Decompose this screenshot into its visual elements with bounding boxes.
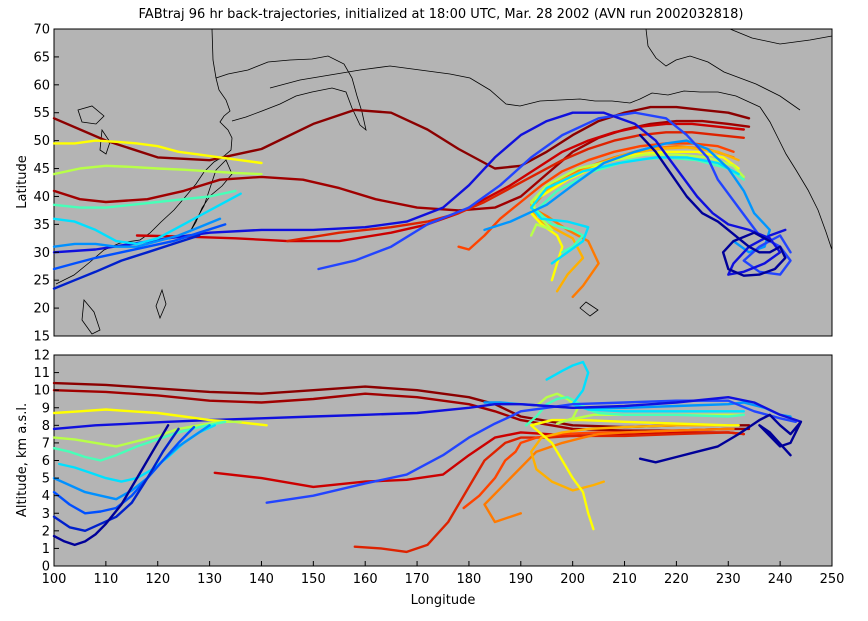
altitude-ytick-label: 12 bbox=[33, 349, 50, 364]
xtick-label: 130 bbox=[197, 572, 222, 587]
altitude-trajectory-18 bbox=[52, 420, 227, 462]
xtick-label: 200 bbox=[560, 572, 585, 587]
map-trajectory-20 bbox=[52, 189, 237, 209]
xtick-label: 220 bbox=[664, 572, 689, 587]
altitude-trajectory-11 bbox=[545, 360, 745, 413]
altitude-trajectory-8 bbox=[530, 418, 740, 531]
map-trajectory-2 bbox=[52, 119, 751, 212]
map-trajectory-17 bbox=[52, 217, 222, 248]
xtick-label: 160 bbox=[353, 572, 378, 587]
altitude-trajectory-4 bbox=[353, 431, 745, 554]
map-ytick-label: 65 bbox=[33, 50, 50, 65]
altitude-trajectory-23 bbox=[52, 424, 170, 547]
altitude-ytick-label: 8 bbox=[42, 419, 50, 434]
xtick-label: 170 bbox=[405, 572, 430, 587]
xtick-label: 180 bbox=[457, 572, 482, 587]
altitude-ytick-label: 11 bbox=[33, 366, 50, 381]
xtick-label: 110 bbox=[93, 572, 118, 587]
xtick-label: 240 bbox=[768, 572, 793, 587]
map-panel: 15 20 25 30 35 40 45 50 55 60 65 70 Latitude bbox=[15, 23, 833, 345]
map-ytick-label: 30 bbox=[33, 246, 50, 261]
longitude-axis-label: Longitude bbox=[411, 593, 476, 608]
map-ytick-label: 50 bbox=[33, 134, 50, 149]
map-trajectories bbox=[52, 105, 792, 299]
altitude-ytick-label: 3 bbox=[42, 507, 50, 522]
map-ytick-label: 45 bbox=[33, 162, 50, 177]
map-ytick-label: 20 bbox=[33, 302, 50, 317]
map-ytick-label: 60 bbox=[33, 78, 50, 93]
altitude-trajectory-7 bbox=[530, 424, 740, 492]
map-trajectory-1 bbox=[52, 105, 751, 170]
map-trajectory-5 bbox=[457, 142, 735, 251]
altitude-axis-label: Altitude, km a.s.l. bbox=[15, 403, 30, 517]
altitude-ytick-label: 10 bbox=[33, 384, 50, 399]
map-trajectory-8 bbox=[530, 150, 740, 282]
xtick-label: 100 bbox=[42, 572, 67, 587]
xtick-label: 210 bbox=[612, 572, 637, 587]
altitude-trajectory-15 bbox=[638, 413, 803, 464]
map-trajectory-22 bbox=[52, 234, 201, 290]
altitude-ytick-label: 1 bbox=[42, 542, 50, 557]
map-trajectory-14 bbox=[52, 111, 787, 276]
map-trajectory-4 bbox=[286, 131, 745, 243]
altitude-trajectory-13 bbox=[265, 399, 797, 504]
altitude-trajectory-20 bbox=[52, 424, 211, 501]
xtick-label: 120 bbox=[145, 572, 170, 587]
map-trajectory-19 bbox=[52, 164, 263, 176]
map-plot-area bbox=[53, 28, 833, 337]
altitude-ytick-label: 7 bbox=[42, 436, 50, 451]
map-ytick-label: 55 bbox=[33, 106, 50, 121]
longitude-ticks: 100 110 120 130 140 150 160 170 180 190 200 210 220 2… bbox=[42, 561, 845, 587]
altitude-trajectories bbox=[52, 360, 803, 554]
map-ytick-label: 35 bbox=[33, 218, 50, 233]
altitude-plot-area bbox=[53, 354, 833, 567]
map-trajectory-11 bbox=[530, 156, 740, 265]
altitude-ytick-label: 9 bbox=[42, 401, 50, 416]
map-trajectory-13 bbox=[317, 111, 792, 276]
altitude-trajectory-17 bbox=[52, 420, 242, 448]
altitude-trajectory-6 bbox=[483, 427, 735, 524]
xtick-label: 140 bbox=[249, 572, 274, 587]
altitude-ytick-label: 4 bbox=[42, 489, 50, 504]
map-ytick-label: 70 bbox=[33, 23, 50, 38]
map-trajectory-18 bbox=[52, 139, 263, 165]
altitude-trajectory-22 bbox=[52, 427, 180, 532]
coastlines bbox=[55, 28, 833, 335]
xtick-label: 190 bbox=[508, 572, 533, 587]
map-trajectory-21 bbox=[52, 223, 227, 271]
xtick-label: 250 bbox=[820, 572, 845, 587]
figure-title: FABtraj 96 hr back-trajectories, initial… bbox=[139, 7, 744, 22]
altitude-ytick-label: 6 bbox=[42, 454, 50, 469]
map-ytick-label: 25 bbox=[33, 274, 50, 289]
map-trajectory-16 bbox=[52, 192, 242, 246]
latitude-axis-label: Latitude bbox=[15, 155, 30, 209]
xtick-label: 230 bbox=[716, 572, 741, 587]
map-ytick-label: 15 bbox=[33, 330, 50, 345]
map-trajectory-15 bbox=[638, 133, 787, 277]
altitude-trajectory-14 bbox=[52, 396, 803, 431]
altitude-ytick-label: 0 bbox=[42, 560, 50, 575]
latitude-ticks: 15 20 25 30 35 40 45 50 55 60 65 70 bbox=[33, 23, 59, 345]
xtick-label: 150 bbox=[301, 572, 326, 587]
altitude-ytick-label: 2 bbox=[42, 524, 50, 539]
altitude-trajectory-3 bbox=[213, 431, 745, 489]
map-ytick-label: 40 bbox=[33, 190, 50, 205]
altitude-ytick-label: 5 bbox=[42, 472, 50, 487]
